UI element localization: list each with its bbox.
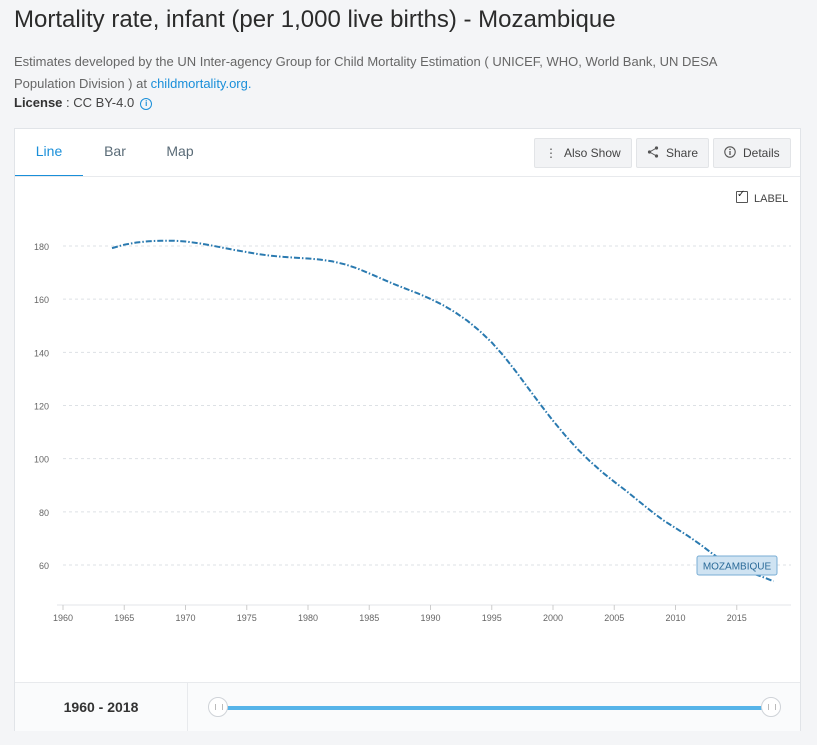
share-label: Share <box>666 146 699 160</box>
page-title: Mortality rate, infant (per 1,000 live b… <box>14 6 616 33</box>
label-toggle-text: LABEL <box>754 193 789 205</box>
line-chart: 60 80 100 120 140 160 180 1960 1965 1970 1975 1980 1… <box>34 239 791 623</box>
series-end-label: MOZAMBIQUE <box>703 562 772 573</box>
range-label: 1960 - 2018 <box>15 683 188 731</box>
chart-card: Line Bar Map ⋮Also Show Share Details LA… <box>14 128 801 731</box>
x-tick-label: 1980 <box>298 613 318 623</box>
details-button[interactable]: Details <box>713 138 791 168</box>
label-checkbox[interactable] <box>736 189 748 203</box>
license-value: : CC BY-4.0 <box>62 95 135 110</box>
info-circle-icon <box>724 139 736 167</box>
x-tick-label: 2005 <box>604 613 624 623</box>
y-tick-label: 160 <box>34 295 49 305</box>
share-icon <box>647 139 659 167</box>
series-end-label-box <box>696 555 778 576</box>
source-link[interactable]: childmortality.org. <box>150 76 252 91</box>
more-vertical-icon: ⋮ <box>545 146 557 160</box>
license-line: License : CC BY-4.0 i <box>14 95 153 110</box>
tab-divider <box>15 176 800 177</box>
x-tick-label: 1985 <box>359 613 379 623</box>
y-tick-label: 60 <box>39 561 49 571</box>
x-tick-label: 1960 <box>53 613 73 623</box>
share-button[interactable]: Share <box>636 138 710 168</box>
details-label: Details <box>743 146 780 160</box>
range-end-handle[interactable] <box>761 697 781 717</box>
also-show-button[interactable]: ⋮ Also Show <box>534 138 632 168</box>
y-tick-label: 120 <box>34 402 49 412</box>
description: Estimates developed by the UN Inter-agen… <box>14 51 774 95</box>
label-toggle[interactable]: LABEL <box>736 189 789 205</box>
x-tick-label: 1975 <box>237 613 257 623</box>
series-line <box>111 239 774 583</box>
info-icon[interactable]: i <box>140 98 153 110</box>
x-tick-label: 1990 <box>420 613 440 623</box>
x-tick-label: 2010 <box>665 613 685 623</box>
range-start-handle[interactable] <box>208 697 228 717</box>
y-tick-label: 100 <box>34 455 49 465</box>
tab-bar[interactable]: Bar <box>104 143 126 159</box>
x-tick-label: 1965 <box>114 613 134 623</box>
x-tick-label: 1995 <box>482 613 502 623</box>
y-tick-label: 140 <box>34 348 49 358</box>
range-slider-track[interactable] <box>221 706 771 710</box>
also-show-label: Also Show <box>564 146 621 160</box>
tab-map[interactable]: Map <box>166 143 194 159</box>
x-tick-label: 2000 <box>543 613 563 623</box>
x-tick-label: 1970 <box>175 613 195 623</box>
y-tick-label: 80 <box>39 508 49 518</box>
description-text: Estimates developed by the UN Inter-agen… <box>14 54 717 91</box>
range-selector: 1960 - 2018 <box>15 682 800 731</box>
y-tick-label: 180 <box>34 242 49 252</box>
license-label: License <box>14 95 63 110</box>
x-tick-label: 2015 <box>727 613 747 623</box>
